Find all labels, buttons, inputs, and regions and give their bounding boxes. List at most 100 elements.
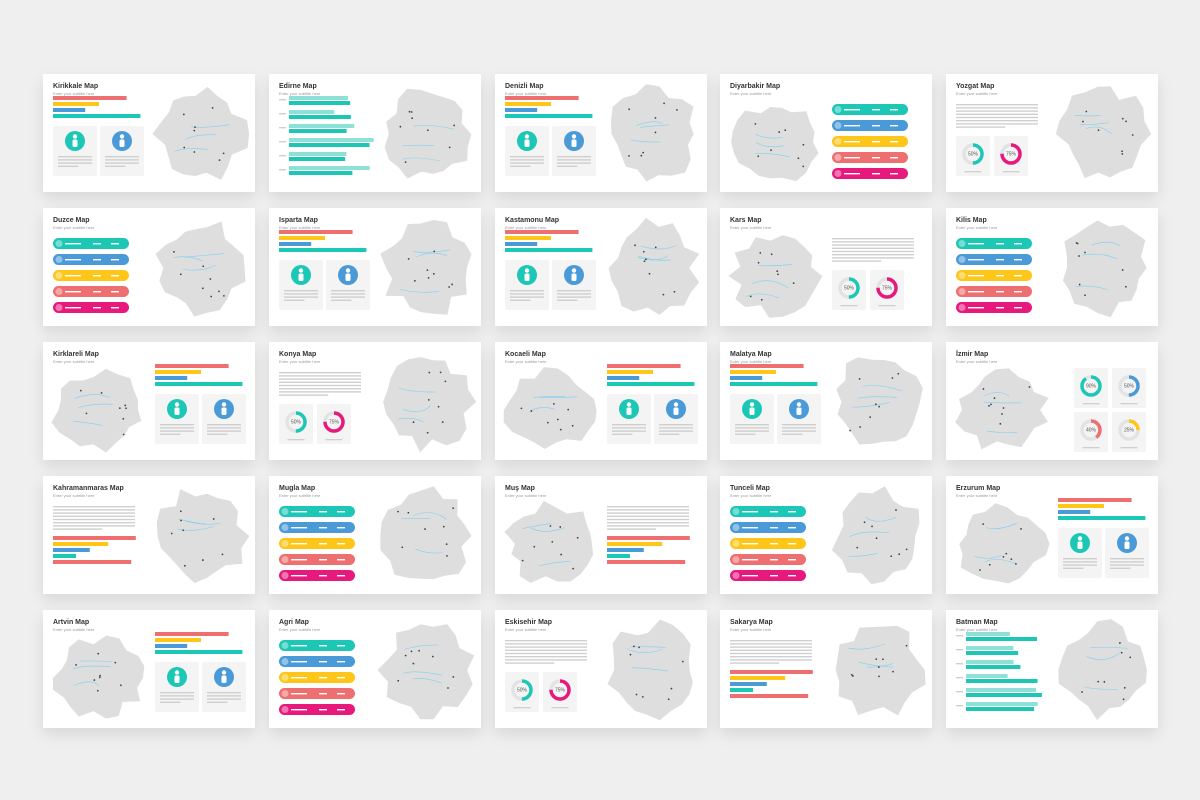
placeholder-text [878,305,896,307]
stat-pill [956,270,1032,281]
slide-thumbnail[interactable]: Denizli Map Enter your subtitle here [495,74,707,192]
map-city-dot [179,510,182,513]
slide-thumbnail[interactable]: Batman Map Enter your subtitle here [946,610,1158,728]
map-city-dot [628,154,630,157]
pill-icon [732,540,740,547]
slide-thumbnail[interactable]: Agri Map Enter your subtitle here [269,610,481,728]
placeholder-text [770,559,778,561]
map-city-dot [629,653,632,656]
donut-arc [1080,375,1102,397]
map-city-dot [183,564,186,567]
map-river [1084,686,1118,690]
person-icon [626,407,632,415]
placeholder-text [770,527,778,529]
map-city-dot [210,295,213,298]
pill-icon [281,524,289,531]
placeholder-text [65,243,81,245]
slide-thumbnail[interactable]: Kocaeli Map Enter your subtitle here [495,342,707,460]
map-river [752,280,790,289]
decor-bar [155,650,243,654]
placeholder-text [279,394,329,396]
donut-arc [876,277,898,299]
map-city-dot [201,559,204,561]
decor-bar [505,114,593,118]
slide-thumbnail[interactable]: Tunceli Map Enter your subtitle here [720,476,932,594]
donut-card [994,136,1028,176]
slide-thumbnail[interactable]: Muş Map Enter your subtitle here [495,476,707,594]
map-river [397,417,424,423]
map-city-dot [877,666,880,668]
slide-thumbnail[interactable]: Erzurum Map Enter your subtitle here [946,476,1158,594]
slide-thumbnail[interactable]: Malatya Map Enter your subtitle here [720,342,932,460]
slide-thumbnail[interactable]: Yozgat Map Enter your subtitle here 50% 75% [946,74,1158,192]
slide-title: Erzurum Map [956,485,1000,492]
decor-bar [966,665,1021,669]
placeholder-text [1014,259,1022,261]
placeholder-text [505,643,587,645]
placeholder-text [607,522,689,524]
map-river [1091,241,1120,247]
map-city-dot [898,553,901,556]
slide-thumbnail[interactable]: Kirklareli Map Enter your subtitle here [43,342,255,460]
decor-bar [155,376,188,380]
slide-thumbnail[interactable]: Artvin Map Enter your subtitle here [43,610,255,728]
map-river [974,554,1002,559]
slide-thumbnail[interactable]: Edirne Map Enter your subtitle here [269,74,481,192]
map-city-dot [648,272,651,275]
map-city-dot [681,660,684,663]
slide-thumbnail[interactable]: Kilis Map Enter your subtitle here [946,208,1158,326]
map-city-dot [1119,642,1121,644]
placeholder-text [58,162,92,164]
slide-thumbnail[interactable]: Sakarya Map Enter your subtitle here [720,610,932,728]
map-city-dot [792,282,795,284]
map-city-dot [676,108,678,111]
slide-thumbnail[interactable]: Kastamonu Map Enter your subtitle here [495,208,707,326]
slide-thumbnail[interactable]: Kirikkale Map Enter your subtitle here [43,74,255,192]
map-city-dot [399,125,402,128]
map-city-dot [759,252,762,254]
map-city-dot [1075,242,1078,244]
pill-icon [958,256,966,263]
pill-icon [55,256,63,263]
decor-bar [730,682,767,686]
pill-icon [281,556,289,563]
pill-icon [281,690,289,697]
donut-label: 25% [1124,427,1135,433]
slide-thumbnail[interactable]: Isparta Map Enter your subtitle here [269,208,481,326]
slide-thumbnail[interactable]: İzmir Map Enter your subtitle here 90% 50% 4… [946,342,1158,460]
map-river [858,396,897,399]
placeholder-text [337,559,345,561]
map-city-dot [100,392,103,394]
slide-thumbnail[interactable]: Konya Map Enter your subtitle here 50% 75% [269,342,481,460]
slide-thumbnail[interactable]: Duzce Map Enter your subtitle here [43,208,255,326]
stat-pill [730,538,806,549]
map-city-dot [452,507,455,510]
placeholder-text [770,511,778,513]
slide-thumbnail[interactable]: Diyarbakir Map Enter your subtitle here [720,74,932,192]
placeholder-text [788,559,796,561]
placeholder-text [319,645,327,647]
placeholder-text [832,241,914,243]
placeholder-text [510,296,544,298]
map-river [849,531,890,538]
placeholder-text [510,165,531,167]
slide-thumbnail[interactable]: Kars Map Enter your subtitle here 50% 75% [720,208,932,326]
map-shape [730,106,820,182]
slide-thumbnail[interactable]: Mugla Map Enter your subtitle here [269,476,481,594]
map-city-dot [849,429,851,432]
map-river [416,252,448,258]
placeholder-text [160,427,194,429]
placeholder-text [325,439,343,441]
placeholder-text [111,275,119,277]
decor-bar [1058,504,1104,508]
map-city-dot [802,165,805,168]
slide-thumbnail[interactable]: Kahramanmaras Map Enter your subtitle her… [43,476,255,594]
decor-bar [607,542,663,546]
slide-thumbnail[interactable]: Eskisehir Map Enter your subtitle here 50%… [495,610,707,728]
decor-bar [505,108,538,112]
map-river [522,523,552,529]
placeholder-text [996,259,1004,261]
map-city-dot [451,283,453,286]
